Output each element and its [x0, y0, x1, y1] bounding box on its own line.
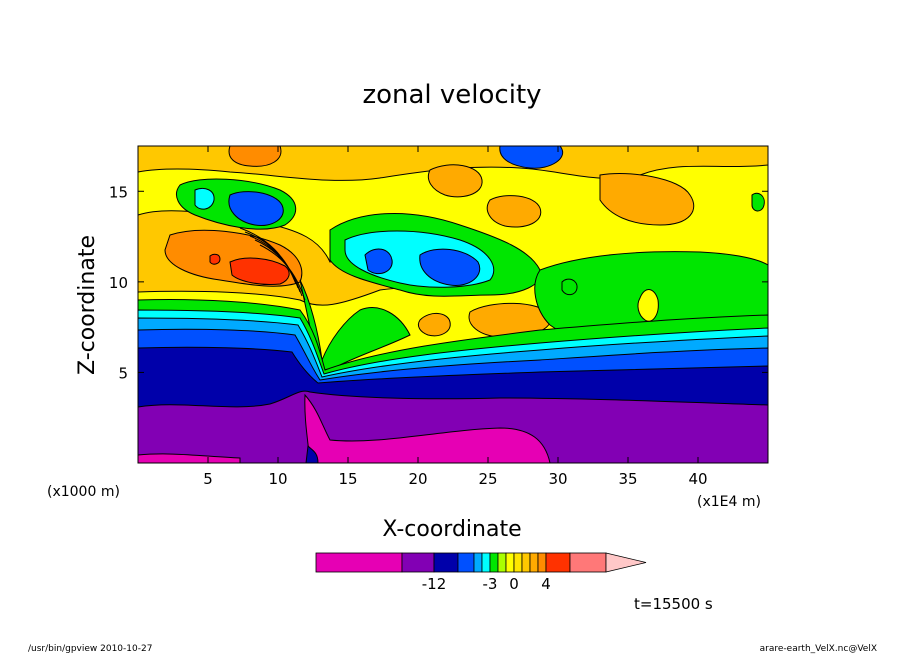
x-unit-label: (x1E4 m) — [697, 494, 761, 510]
y-tick-label: 10 — [109, 274, 128, 292]
colorbar-segment — [489, 552, 499, 573]
x-tick-label: 20 — [408, 470, 427, 488]
x-tick-label: 30 — [548, 470, 567, 488]
green-dot-right — [751, 192, 765, 212]
x-axis-label: X-coordinate — [382, 517, 521, 542]
colorbar-segment — [433, 552, 459, 573]
orange-patch-mid — [486, 195, 542, 228]
x-tick-label: 25 — [478, 470, 497, 488]
x-tick-label: 15 — [338, 470, 357, 488]
green-dot-mid — [561, 278, 578, 296]
x-axis-ticks: 5 10 15 20 25 30 35 40 — [203, 146, 708, 488]
colorbar-tick-label: -12 — [422, 575, 447, 593]
orange-patch-right — [599, 173, 695, 226]
x-tick-label: 35 — [618, 470, 637, 488]
y-axis-label: Z-coordinate — [75, 235, 100, 375]
blue-upper-left — [228, 191, 284, 227]
blue-top — [499, 146, 563, 169]
footer-left: /usr/bin/gpview 2010-10-27 — [28, 644, 152, 654]
cyan-upper-left — [194, 187, 215, 210]
colorbar-arrow — [605, 552, 647, 573]
colorbar-tick-labels: -12 -3 0 4 — [422, 575, 551, 593]
colorbar-segment — [537, 552, 547, 573]
purple-band — [138, 390, 768, 463]
orange-patch-small — [417, 313, 451, 337]
colorbar-tick-label: 0 — [509, 575, 519, 593]
blue-middle-b — [419, 248, 481, 286]
footer-right: arare-earth_VelX.nc@VelX — [760, 644, 877, 654]
colorbar-segment — [497, 552, 507, 573]
y-axis-ticks: 5 10 15 — [109, 183, 768, 382]
time-label: t=15500 s — [634, 595, 713, 613]
chart-title: zonal velocity — [362, 80, 541, 110]
colorbar-tick-label: 4 — [541, 575, 551, 593]
orange-top-left — [228, 146, 282, 167]
x-tick-label: 5 — [203, 470, 213, 488]
colorbar-segment — [457, 552, 475, 573]
magenta-left-strip — [138, 453, 241, 463]
colorbar-segment — [521, 552, 531, 573]
x-tick-label: 40 — [688, 470, 707, 488]
colorbar — [315, 552, 647, 573]
colorbar-segment — [529, 552, 539, 573]
plot-frame — [137, 145, 769, 464]
contour-field — [138, 146, 768, 463]
colorbar-segment — [473, 552, 483, 573]
colorbar-segment — [481, 552, 491, 573]
contour-lines-ridge — [239, 227, 306, 301]
colorbar-segment — [401, 552, 435, 573]
colorbar-segment — [513, 552, 523, 573]
navy-notch — [305, 444, 319, 463]
blue-middle-a — [364, 248, 393, 275]
colorbar-tick-label: -3 — [483, 575, 498, 593]
colorbar-segment — [545, 552, 571, 573]
red-dot — [209, 253, 221, 265]
y-unit-label: (x1000 m) — [47, 484, 120, 500]
y-tick-label: 5 — [118, 364, 128, 382]
colorbar-segment — [505, 552, 515, 573]
orange-patch-top-right — [427, 164, 483, 198]
orange-patch-lower — [468, 302, 552, 338]
y-tick-label: 15 — [109, 183, 128, 201]
colorbar-segment — [315, 552, 403, 573]
x-tick-label: 10 — [268, 470, 287, 488]
colorbar-segment — [569, 552, 607, 573]
red-core — [229, 257, 290, 285]
yellow-oval-right — [637, 289, 659, 322]
